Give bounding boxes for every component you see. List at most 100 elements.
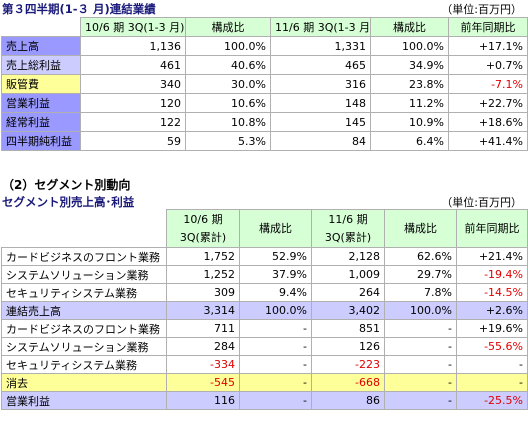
cell: - xyxy=(384,355,457,374)
cell: 52.9% xyxy=(239,247,312,266)
cell: 23.8% xyxy=(370,74,449,94)
row-label: 消去 xyxy=(1,373,167,392)
cell: 148 xyxy=(270,93,371,113)
row-label: カードビジネスのフロント業務 xyxy=(1,319,167,338)
cell: 120 xyxy=(80,93,186,113)
table-row: 消去 -545- -668- - xyxy=(1,373,528,392)
cell: 1,009 xyxy=(311,265,385,284)
cell: 1,252 xyxy=(166,265,240,284)
cell: 62.6% xyxy=(384,247,457,266)
cell: -7.1% xyxy=(448,74,528,94)
quarterly-results-table: 10/6 期 3Q(1-3 月) 構成比 11/6 期 3Q(1-3 月) 構成… xyxy=(1,17,528,151)
cell: +41.4% xyxy=(448,131,528,151)
table-row: セキュリティシステム業務 -334- -223- - xyxy=(1,355,528,374)
table-row: 経常利益 122 10.8% 145 10.9% +18.6% xyxy=(1,112,528,132)
cell: - xyxy=(239,319,312,338)
cell: 5.3% xyxy=(185,131,271,151)
cell: - xyxy=(384,337,457,356)
cell: 711 xyxy=(166,319,240,338)
header-blank xyxy=(1,209,167,248)
row-label: 売上高 xyxy=(1,36,81,56)
cell: 10.8% xyxy=(185,112,271,132)
cell: 1,752 xyxy=(166,247,240,266)
section2-heading: （2）セグメント別動向 xyxy=(2,178,131,192)
cell: 3,402 xyxy=(311,301,385,320)
col-header: 構成比 xyxy=(185,17,271,37)
cell: - xyxy=(239,355,312,374)
cell: 116 xyxy=(166,391,240,410)
section1-unit: （単位:百万円） xyxy=(441,3,522,16)
table-header-row: 10/6 期 3Q(1-3 月) 構成比 11/6 期 3Q(1-3 月) 構成… xyxy=(1,17,528,37)
cell: 122 xyxy=(80,112,186,132)
cell: - xyxy=(384,391,457,410)
cell: - xyxy=(456,355,528,374)
cell: 100.0% xyxy=(239,301,312,320)
cell: +21.4% xyxy=(456,247,528,266)
cell: 2,128 xyxy=(311,247,385,266)
cell: +17.1% xyxy=(448,36,528,56)
col-header: 11/6 期 3Q(1-3 月) xyxy=(270,17,371,37)
row-label: 営業利益 xyxy=(1,391,167,410)
cell: -545 xyxy=(166,373,240,392)
cell: -668 xyxy=(311,373,385,392)
cell: -14.5% xyxy=(456,283,528,302)
col-header: 10/6 期 3Q(累計) xyxy=(166,209,240,248)
col-header: 構成比 xyxy=(370,17,449,37)
col-header: 構成比 xyxy=(384,209,457,248)
table-row: 連結売上高 3,314 100.0% 3,402 100.0% +2.6% xyxy=(1,301,528,320)
table-row: 売上高 1,136 100.0% 1,331 100.0% +17.1% xyxy=(1,36,528,56)
table-row: 売上総利益 461 40.6% 465 34.9% +0.7% xyxy=(1,55,528,75)
cell: 100.0% xyxy=(185,36,271,56)
table-row: カードビジネスのフロント業務 711-851- +19.6% xyxy=(1,319,528,338)
cell: 264 xyxy=(311,283,385,302)
cell: 59 xyxy=(80,131,186,151)
cell: 11.2% xyxy=(370,93,449,113)
col-header: 前年同期比 xyxy=(448,17,528,37)
col-header: 11/6 期 3Q(累計) xyxy=(311,209,385,248)
table-row: カードビジネスのフロント業務 1,752 52.9% 2,128 62.6% +21.4% xyxy=(1,247,528,266)
cell: 30.0% xyxy=(185,74,271,94)
section2-title: セグメント別売上高･利益 xyxy=(2,195,135,209)
cell: -223 xyxy=(311,355,385,374)
cell: 316 xyxy=(270,74,371,94)
cell: 1,331 xyxy=(270,36,371,56)
cell: 86 xyxy=(311,391,385,410)
col-header: 前年同期比 xyxy=(456,209,528,248)
header-line: 10/6 期 xyxy=(183,212,223,226)
cell: - xyxy=(384,373,457,392)
cell: 37.9% xyxy=(239,265,312,284)
cell: 340 xyxy=(80,74,186,94)
cell: 3,314 xyxy=(166,301,240,320)
cell: 851 xyxy=(311,319,385,338)
cell: +19.6% xyxy=(456,319,528,338)
row-label: セキュリティシステム業務 xyxy=(1,283,167,302)
cell: 6.4% xyxy=(370,131,449,151)
cell: +22.7% xyxy=(448,93,528,113)
row-label: 販管費 xyxy=(1,74,81,94)
cell: 10.9% xyxy=(370,112,449,132)
cell: 100.0% xyxy=(384,301,457,320)
section1-title: 第３四半期(1-３ 月)連結業績 xyxy=(2,2,156,16)
cell: -55.6% xyxy=(456,337,528,356)
row-label: 経常利益 xyxy=(1,112,81,132)
section2-unit: （単位:百万円） xyxy=(441,196,522,209)
cell: - xyxy=(384,319,457,338)
row-label: システムソリューション業務 xyxy=(1,265,167,284)
cell: - xyxy=(239,373,312,392)
cell: 10.6% xyxy=(185,93,271,113)
cell: 145 xyxy=(270,112,371,132)
cell: - xyxy=(239,391,312,410)
table-row: システムソリューション業務 1,252 37.9% 1,009 29.7% -19.4% xyxy=(1,265,528,284)
cell: 100.0% xyxy=(370,36,449,56)
header-blank xyxy=(1,17,81,37)
segment-table: 10/6 期 3Q(累計) 構成比 11/6 期 3Q(累計) 構成比 前年同期比 … xyxy=(1,209,528,410)
cell: 7.8% xyxy=(384,283,457,302)
cell: +2.6% xyxy=(456,301,528,320)
cell: - xyxy=(456,373,528,392)
cell: 126 xyxy=(311,337,385,356)
cell: 284 xyxy=(166,337,240,356)
row-label: カードビジネスのフロント業務 xyxy=(1,247,167,266)
cell: 34.9% xyxy=(370,55,449,75)
table-row: 営業利益 116-86- -25.5% xyxy=(1,391,528,410)
cell: +18.6% xyxy=(448,112,528,132)
